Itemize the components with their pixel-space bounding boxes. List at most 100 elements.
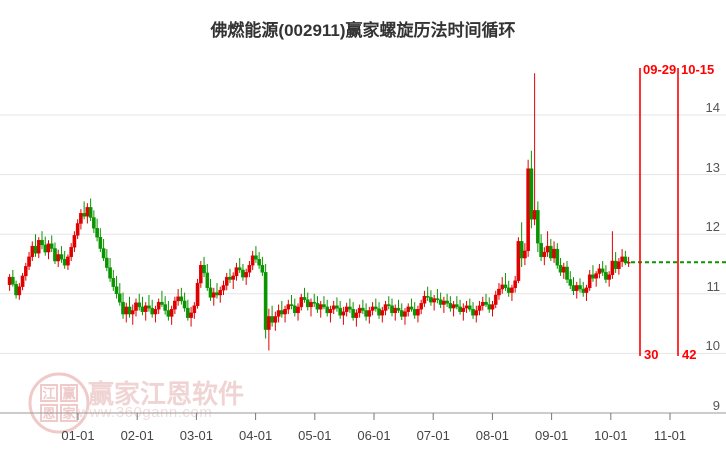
candle-body: [292, 305, 297, 314]
candle-body: [302, 297, 307, 300]
candle-body: [59, 254, 64, 260]
candle-body: [565, 266, 569, 280]
candle-body: [344, 306, 349, 312]
candle-body: [467, 305, 472, 310]
candle-body: [442, 300, 446, 305]
candle-body: [186, 307, 190, 318]
y-axis-label-14: 14: [705, 100, 720, 115]
candle-body: [490, 304, 495, 310]
candle-body: [367, 310, 372, 317]
candle-body: [581, 288, 586, 293]
candle-body: [88, 207, 93, 218]
candle-body: [516, 241, 521, 281]
candle-body: [607, 274, 611, 280]
candle-body: [604, 272, 608, 280]
candle-body: [322, 304, 326, 308]
cycle-marker-date-10-15: 10-15: [681, 62, 715, 77]
candle-body: [487, 304, 492, 310]
candle-body: [506, 287, 511, 293]
candle-body: [218, 290, 223, 296]
x-axis-label-04-01: 04-01: [238, 428, 273, 443]
candle-body: [309, 301, 313, 308]
candle-body: [43, 244, 48, 253]
candle-body: [409, 306, 414, 310]
candle-body: [354, 312, 359, 318]
candle-body: [192, 305, 197, 314]
candle-body: [101, 248, 106, 259]
candle-body: [202, 264, 206, 274]
candle-body: [72, 235, 77, 248]
candle-body: [169, 309, 174, 317]
candle-body: [153, 309, 158, 315]
candle-body: [412, 309, 417, 316]
candle-body: [98, 236, 103, 249]
candle-body: [150, 307, 154, 315]
candle-body: [215, 292, 219, 296]
candle-body: [357, 307, 362, 314]
candle-body: [20, 275, 25, 287]
candle-body: [403, 311, 407, 317]
candle-body: [179, 296, 184, 302]
x-axis-label-10-01: 10-01: [594, 428, 628, 443]
candle-body: [396, 307, 401, 311]
candle-body: [221, 285, 226, 291]
candle-body: [46, 243, 51, 253]
candle-body: [341, 311, 346, 316]
candle-body: [597, 268, 602, 274]
candle-body: [195, 282, 200, 306]
candle-body: [552, 248, 556, 259]
candle-body: [296, 306, 300, 314]
candle-body: [166, 310, 171, 317]
candle-body: [280, 310, 284, 315]
candle-body: [117, 293, 122, 303]
cycle-marker-count-42: 42: [682, 347, 697, 362]
candle-body: [519, 241, 524, 259]
x-axis-label-03-01: 03-01: [179, 428, 214, 443]
candle-body: [111, 278, 116, 287]
candle-body: [370, 306, 375, 311]
candle-body: [66, 256, 70, 266]
candle-body: [500, 284, 505, 290]
candle-body: [335, 305, 339, 309]
candle-body: [536, 210, 540, 244]
candle-body: [545, 245, 550, 253]
candle-body: [477, 305, 482, 311]
y-axis-label-11: 11: [706, 278, 721, 294]
candle-body: [137, 302, 142, 308]
candle-body: [17, 286, 22, 296]
candles-group: [7, 73, 631, 351]
candle-body: [95, 228, 99, 238]
candle-body: [406, 306, 411, 312]
candle-body: [108, 267, 112, 279]
candle-body: [416, 309, 420, 316]
candle-body: [435, 298, 440, 300]
y-axis-label-10: 10: [705, 338, 720, 354]
x-axis-label-05-01: 05-01: [298, 428, 332, 443]
candle-body: [503, 284, 508, 289]
candle-body: [234, 267, 239, 277]
candle-body: [578, 285, 582, 290]
candle-body: [364, 310, 368, 317]
candle-body: [315, 303, 320, 310]
candle-body: [53, 248, 57, 262]
candle-body: [49, 243, 54, 249]
candle-body: [600, 268, 605, 273]
candle-body: [189, 312, 193, 318]
candle-body: [56, 254, 61, 262]
candle-body: [419, 303, 423, 310]
candle-body: [532, 210, 537, 220]
candle-body: [461, 307, 466, 312]
candle-body: [458, 306, 462, 312]
candle-body: [361, 307, 365, 311]
candle-body: [267, 316, 271, 330]
candle-body: [257, 259, 261, 266]
candle-body: [523, 250, 527, 259]
x-axis-label-02-01: 02-01: [120, 428, 154, 443]
candle-body: [241, 269, 245, 278]
candle-body: [11, 276, 15, 285]
y-axis-label-9: 9: [712, 398, 720, 413]
candle-body: [568, 279, 573, 286]
candle-body: [610, 260, 615, 275]
